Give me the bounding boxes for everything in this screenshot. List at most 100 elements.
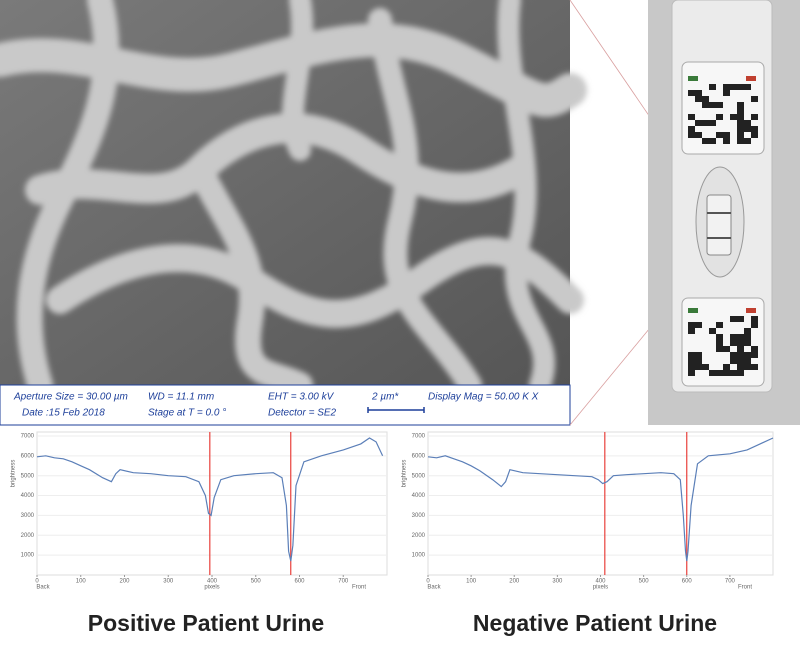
qr-cell — [737, 114, 744, 120]
sem-detector: Detector = SE2 — [268, 408, 337, 419]
qr-cell — [751, 96, 758, 102]
sem-aperture: Aperture Size = 30.00 µm — [13, 392, 128, 403]
qr-cell — [723, 364, 730, 370]
x-tick-label: 600 — [682, 579, 693, 585]
test-strip-photo — [648, 0, 800, 425]
x-tick-label: 400 — [207, 579, 218, 585]
plot-area — [36, 431, 388, 576]
qr-cell — [744, 364, 751, 370]
qr-cell — [744, 84, 751, 90]
qr-cell — [737, 370, 744, 376]
qr-cell — [744, 340, 751, 346]
y-tick-label: 1000 — [21, 553, 35, 559]
y-tick-label: 7000 — [21, 434, 35, 440]
y-tick-label: 2000 — [21, 533, 35, 539]
y-tick-label: 6000 — [412, 453, 426, 459]
qr-cell — [702, 138, 709, 144]
qr-cell — [709, 370, 716, 376]
x-tick-label: 100 — [466, 579, 477, 585]
qr-cell — [723, 84, 730, 90]
qr-cell — [702, 364, 709, 370]
qr-color — [688, 76, 698, 81]
qr-cell — [709, 84, 716, 90]
qr-cell — [751, 364, 758, 370]
sem-mag: Display Mag = 50.00 K X — [428, 392, 539, 403]
qr-cell — [730, 352, 737, 358]
qr-cell — [695, 96, 702, 102]
qr-cell — [737, 358, 744, 364]
sem-image: Aperture Size = 30.00 µm WD = 11.1 mm EH… — [0, 0, 587, 426]
qr-cell — [695, 90, 702, 96]
x-tick-label: 400 — [595, 579, 606, 585]
qr-cell — [730, 334, 737, 340]
data-line — [427, 437, 774, 562]
x-tick-label: 500 — [639, 579, 650, 585]
sem-scale: 2 µm* — [371, 392, 399, 403]
qr-cell — [737, 334, 744, 340]
plot-area — [427, 431, 774, 576]
qr-cell — [709, 120, 716, 126]
qr-cell — [688, 126, 695, 132]
qr-cell — [744, 352, 751, 358]
qr-cell — [744, 328, 751, 334]
qr-cell — [737, 138, 744, 144]
qr-cell — [730, 84, 737, 90]
y-tick-label: 3000 — [21, 513, 35, 519]
qr-cell — [723, 138, 730, 144]
x-tick-label: 100 — [76, 579, 87, 585]
qr-cell — [730, 316, 737, 322]
qr-cell — [751, 352, 758, 358]
qr-cell — [695, 364, 702, 370]
qr-cell — [716, 334, 723, 340]
x-tick-label: 700 — [338, 579, 349, 585]
qr-cell — [695, 358, 702, 364]
caption: Positive Patient Urine — [88, 610, 324, 636]
qr-cell — [716, 102, 723, 108]
qr-cell — [730, 370, 737, 376]
qr-cell — [730, 114, 737, 120]
qr-cell — [737, 340, 744, 346]
qr-cell — [751, 346, 758, 352]
qr-cell — [730, 340, 737, 346]
sem-eht: EHT = 3.00 kV — [268, 392, 335, 403]
qr-cell — [737, 352, 744, 358]
y-tick-label: 2000 — [412, 533, 426, 539]
y-tick-label: 1000 — [412, 553, 426, 559]
sem-date: Date :15 Feb 2018 — [22, 408, 105, 419]
y-tick-label: 7000 — [412, 434, 426, 440]
x-axis-label: pixels — [204, 585, 219, 591]
caption: Negative Patient Urine — [473, 610, 717, 636]
qr-cell — [730, 358, 737, 364]
qr-cell — [716, 322, 723, 328]
qr-cell — [723, 370, 730, 376]
y-tick-label: 3000 — [412, 513, 426, 519]
sem-stage: Stage at T = 0.0 ° — [148, 408, 226, 419]
x-tick-label: 600 — [294, 579, 305, 585]
back-label: Back — [427, 585, 441, 591]
x-tick-label: 200 — [119, 579, 130, 585]
qr-cell — [688, 114, 695, 120]
qr-cell — [688, 90, 695, 96]
front-label: Front — [738, 585, 752, 591]
qr-color — [746, 308, 756, 313]
qr-cell — [695, 322, 702, 328]
x-tick-label: 200 — [509, 579, 520, 585]
qr-cell — [737, 84, 744, 90]
qr-color — [746, 76, 756, 81]
qr-cell — [695, 120, 702, 126]
qr-cell — [702, 102, 709, 108]
qr-cell — [702, 96, 709, 102]
qr-cell — [695, 132, 702, 138]
x-tick-label: 0 — [426, 579, 430, 585]
qr-cell — [737, 364, 744, 370]
qr-cell — [737, 108, 744, 114]
qr-cell — [695, 352, 702, 358]
x-tick-label: 300 — [552, 579, 563, 585]
qr-cell — [744, 358, 751, 364]
qr-cell — [751, 126, 758, 132]
qr-cell — [716, 114, 723, 120]
sem-wd: WD = 11.1 mm — [148, 392, 214, 403]
qr-cell — [737, 132, 744, 138]
